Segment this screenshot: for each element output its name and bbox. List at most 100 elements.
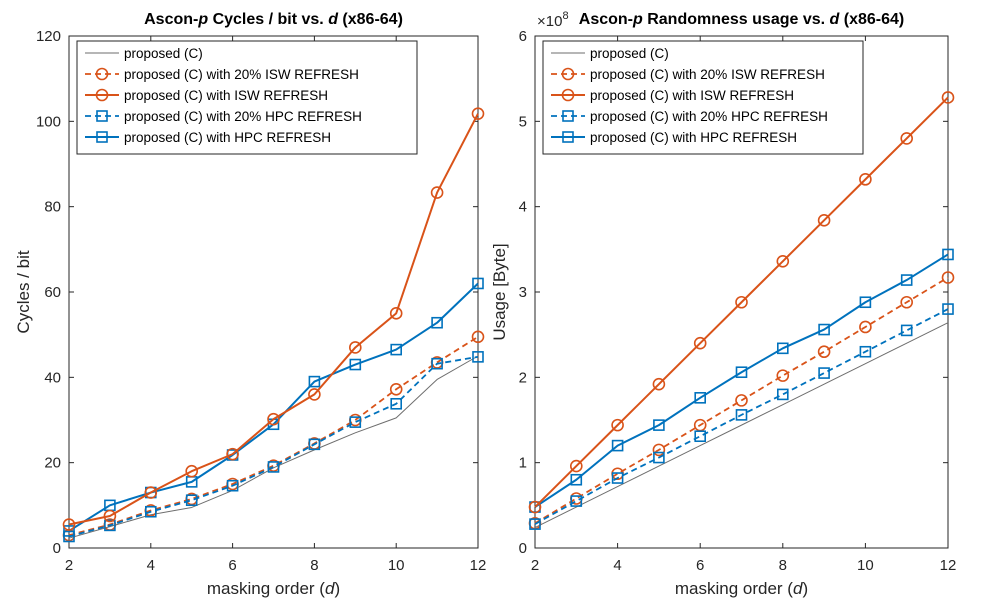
data-point (900, 274, 913, 286)
chart-title: Ascon-p Cycles / bit vs. d (x86-64) (144, 11, 403, 28)
x-axis-label-part: masking order ( (207, 579, 325, 598)
series-line (534, 276, 949, 525)
series-dash-square (63, 351, 484, 543)
data-point (570, 473, 583, 486)
data-point (145, 505, 157, 518)
legend-entry: proposed (C) (590, 46, 669, 61)
data-point (735, 394, 748, 407)
y-tick-label: 5 (519, 113, 527, 130)
data-point (63, 525, 75, 537)
data-point (653, 451, 665, 464)
data-point (431, 316, 443, 329)
data-point (144, 486, 158, 499)
y-tick-label: 0 (53, 540, 61, 557)
data-point (900, 295, 914, 309)
legend-entry: proposed (C) with ISW REFRESH (590, 88, 794, 103)
data-point (389, 307, 403, 320)
x-tick-label: 4 (147, 557, 155, 574)
series-line (534, 308, 949, 525)
series-thin (534, 322, 949, 528)
data-point (570, 495, 583, 507)
x-tick-label: 6 (228, 557, 236, 574)
y-exponent-base: ×10 (537, 13, 562, 30)
data-point (430, 186, 444, 199)
data-point (735, 366, 748, 379)
data-point (652, 377, 666, 391)
x-axis-label-part: d (325, 579, 335, 598)
data-point (472, 277, 484, 290)
data-point (693, 336, 707, 350)
data-point (569, 459, 583, 473)
y-tick-label: 40 (44, 369, 61, 386)
series-dash-square (529, 303, 954, 530)
data-point (611, 439, 624, 452)
series-solid-circle (62, 107, 485, 531)
legend-marker (96, 110, 108, 122)
data-point (817, 214, 831, 227)
data-point (776, 369, 790, 382)
chart-title: Ascon-p Randomness usage vs. d (x86-64) (579, 11, 904, 28)
data-point (528, 500, 542, 514)
data-point (942, 248, 954, 261)
y-tick-label: 4 (519, 199, 527, 216)
y-tick-label: 60 (44, 284, 61, 301)
data-point (308, 388, 321, 401)
data-point (308, 375, 321, 388)
series-thin (68, 355, 479, 539)
data-point (859, 173, 872, 186)
legend-entry: proposed (C) with 20% ISW REFRESH (590, 67, 825, 82)
data-point (818, 323, 830, 336)
legend-marker (561, 67, 575, 81)
y-tick-label: 1 (519, 455, 527, 472)
legend-box (542, 40, 864, 155)
y-exponent-power: 8 (562, 10, 568, 22)
chart-title-part: Ascon- (144, 11, 198, 28)
data-point (389, 382, 403, 396)
x-axis-label: masking order (d) (207, 579, 340, 598)
y-tick-label: 100 (36, 113, 61, 130)
x-tick-label: 12 (470, 557, 487, 574)
series-line (534, 253, 949, 508)
legend-marker (95, 88, 109, 102)
data-point (776, 254, 790, 268)
legend-entry: proposed (C) with 20% ISW REFRESH (124, 67, 359, 82)
data-point (776, 388, 789, 401)
y-axis-label: Usage [Byte] (490, 243, 509, 340)
legend-marker (562, 131, 574, 143)
chart-title-part: Ascon- (579, 11, 633, 28)
data-point (611, 418, 624, 432)
y-tick-label: 20 (44, 455, 61, 472)
data-point (652, 443, 666, 457)
chart-title-part: d (328, 11, 339, 28)
legend-entry: proposed (C) (124, 46, 203, 61)
data-point (735, 409, 748, 421)
legend-entry: proposed (C) with 20% HPC REFRESH (124, 109, 362, 124)
data-point (611, 472, 624, 484)
data-point (185, 494, 198, 507)
series-solid-circle (528, 91, 955, 514)
chart-title-part: p (632, 11, 643, 28)
x-tick-label: 12 (940, 557, 957, 574)
series-line (68, 355, 479, 539)
y-tick-label: 2 (519, 369, 527, 386)
data-point (226, 447, 239, 461)
data-point (431, 357, 443, 370)
legend: proposed (C) proposed (C) with 20% ISW RE… (76, 40, 418, 155)
x-tick-label: 8 (779, 557, 787, 574)
x-axis-label-part: masking order ( (675, 579, 793, 598)
x-axis-label: masking order (d) (675, 579, 808, 598)
y-tick-label: 0 (519, 540, 527, 557)
y-exponent-label: ×108 (537, 10, 569, 30)
legend-entry: proposed (C) with ISW REFRESH (124, 88, 328, 103)
data-point (267, 461, 280, 473)
data-point (942, 303, 954, 315)
legend: proposed (C) proposed (C) with 20% ISW RE… (542, 40, 864, 155)
x-tick-label: 2 (531, 557, 539, 574)
series-line (68, 113, 479, 526)
data-point (859, 320, 872, 334)
data-point (900, 324, 913, 337)
chart-title-part: p (197, 11, 208, 28)
chart-title-part: (x86-64) (839, 11, 904, 28)
data-point (900, 132, 914, 145)
